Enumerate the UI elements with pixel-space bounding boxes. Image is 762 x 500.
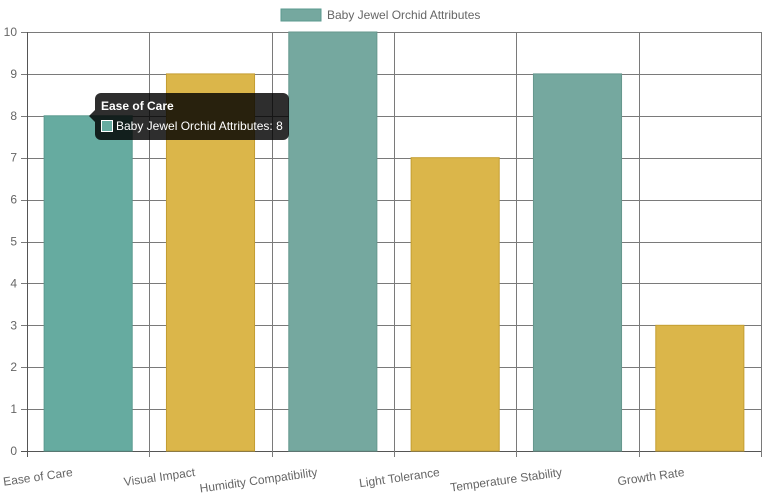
x-tick-label: Humidity Compatibility: [199, 465, 318, 495]
chart-tooltip: Ease of Care Baby Jewel Orchid Attribute…: [95, 93, 289, 140]
y-tick-label: 3: [10, 318, 17, 332]
y-tick-label: 2: [10, 360, 17, 374]
bar-light-tolerance[interactable]: [410, 157, 500, 452]
x-axis-ticks: Ease of Care Visual Impact Humidity Compat…: [2, 465, 685, 495]
y-tick-label: 7: [10, 151, 17, 165]
y-tick-label: 0: [10, 444, 17, 458]
bar-growth-rate[interactable]: [655, 324, 745, 452]
x-tick-label: Ease of Care: [2, 465, 74, 489]
y-tick-label: 6: [10, 193, 17, 207]
y-tick-label: 9: [10, 67, 17, 81]
x-tick-label: Temperature Stability: [449, 465, 563, 495]
y-axis-ticks: 0 1 2 3 4 5 6 7 8 9 10: [4, 25, 18, 458]
bar-ease-of-care[interactable]: [43, 115, 133, 452]
legend-label[interactable]: Baby Jewel Orchid Attributes: [327, 8, 480, 22]
chart-legend[interactable]: Baby Jewel Orchid Attributes: [280, 8, 480, 22]
y-tick-label: 8: [10, 109, 17, 123]
x-tick-label: Growth Rate: [617, 465, 686, 488]
bar-humidity-compatibility[interactable]: [288, 31, 378, 452]
legend-swatch[interactable]: [280, 8, 322, 22]
bar-temperature-stability[interactable]: [532, 73, 623, 452]
tooltip-row: Baby Jewel Orchid Attributes: 8: [101, 118, 283, 134]
y-tick-label: 10: [4, 25, 18, 39]
y-tick-label: 4: [10, 276, 17, 290]
y-tick-label: 1: [10, 402, 17, 416]
tooltip-swatch: [101, 120, 113, 132]
y-tick-label: 5: [10, 235, 17, 249]
tooltip-title: Ease of Care: [101, 99, 174, 113]
tooltip-caret: [89, 110, 95, 122]
x-tick-label: Light Tolerance: [358, 465, 441, 490]
x-tick-label: Visual Impact: [123, 465, 197, 489]
tooltip-value: Baby Jewel Orchid Attributes: 8: [116, 119, 283, 133]
